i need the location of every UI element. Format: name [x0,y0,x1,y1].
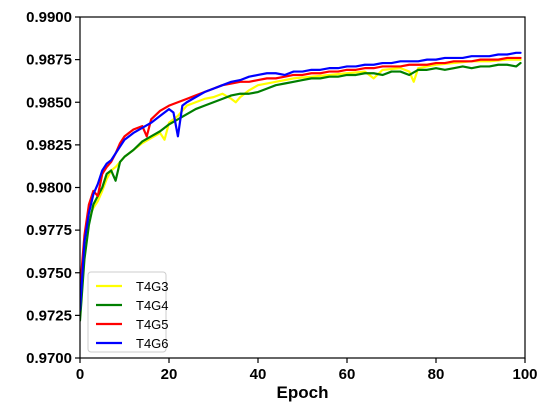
x-axis-title: Epoch [277,383,329,402]
x-tick-label: 40 [250,366,267,383]
series-line-t4g6 [80,51,522,312]
series-line-t4g4 [80,61,522,322]
series-line-t4g3 [80,58,522,312]
y-tick-label: 0.9825 [26,137,72,154]
y-tick-label: 0.9725 [26,307,72,324]
legend-label-t4g6: T4G6 [136,336,169,351]
y-tick-label: 0.9750 [26,265,72,282]
legend-frame [87,271,167,353]
legend-label-t4g5: T4G5 [136,317,169,332]
x-tick-label: 20 [161,366,178,383]
x-tick-label: 60 [339,366,356,383]
x-tick-label: 100 [512,366,537,383]
x-tick-label: 80 [428,366,445,383]
y-tick-label: 0.9800 [26,180,72,197]
y-tick-label: 0.9900 [26,9,72,26]
y-tick-label: 0.9775 [26,222,72,239]
legend-label-t4g4: T4G4 [136,298,169,313]
x-tick-label: 0 [76,366,84,383]
y-tick-label: 0.9700 [26,350,72,367]
y-tick-label: 0.9850 [26,94,72,111]
series-line-t4g5 [80,56,522,291]
legend-label-t4g3: T4G3 [136,279,169,294]
y-tick-label: 0.9875 [26,52,72,69]
legend: T4G3 T4G4 T4G5 T4G6 [87,271,169,353]
